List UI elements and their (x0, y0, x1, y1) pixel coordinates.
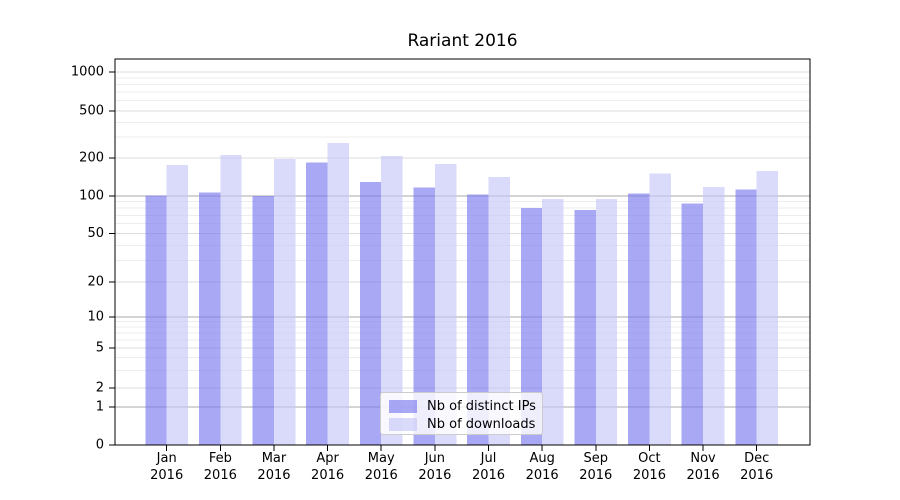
y-tick-label: 20 (87, 275, 104, 290)
bar-downloads-mar (274, 158, 296, 446)
y-tick-label: 10 (87, 310, 104, 325)
bar-ips-feb (198, 192, 221, 445)
y-tick-label: 0 (96, 438, 104, 453)
bar-downloads-apr (327, 143, 349, 445)
x-tick-label-year: 2016 (472, 468, 505, 483)
legend-label-ips: Nb of distinct IPs (427, 398, 536, 414)
x-tick-label-year: 2016 (311, 468, 344, 483)
y-tick-label: 2 (96, 381, 104, 396)
bar-downloads-sep (595, 198, 618, 445)
y-tick-label: 500 (79, 104, 104, 119)
chart-title: Rariant 2016 (407, 31, 518, 51)
x-tick-label-year: 2016 (257, 468, 290, 483)
bar-downloads-may (381, 156, 403, 445)
legend-swatch-downloads (389, 417, 417, 431)
x-tick-label-month: Feb (209, 451, 232, 466)
bar-ips-dec (735, 189, 757, 445)
legend: Nb of distinct IPs Nb of downloads (380, 392, 543, 435)
bar-ips-may (359, 182, 382, 445)
bar-ips-jan (145, 195, 167, 445)
y-tick-label: 100 (79, 189, 104, 204)
bar-downloads-jun (434, 163, 457, 446)
y-tick-label: 200 (79, 151, 104, 166)
legend-label-downloads: Nb of downloads (427, 416, 536, 432)
bar-ips-jul (467, 194, 489, 445)
bar-downloads-oct (649, 173, 671, 445)
x-tick-label-month: Apr (316, 451, 339, 466)
bar-ips-mar (252, 196, 274, 445)
x-tick-label-month: Oct (638, 451, 660, 466)
x-tick-label-month: Jul (480, 451, 497, 466)
legend-swatch-ips (389, 399, 417, 413)
bar-ips-nov (681, 203, 704, 445)
x-tick-label-year: 2016 (526, 468, 559, 483)
x-tick-label-year: 2016 (687, 468, 720, 483)
y-tick-label: 5 (96, 341, 104, 356)
x-tick-label-year: 2016 (150, 468, 183, 483)
x-tick-label-month: Aug (529, 451, 554, 466)
x-tick-label-month: Jan (156, 451, 177, 466)
bar-ips-oct (628, 193, 650, 445)
bar-ips-sep (574, 210, 596, 445)
bar-downloads-jul (488, 177, 510, 445)
x-tick-label-year: 2016 (204, 468, 237, 483)
x-tick-label-month: Mar (262, 451, 287, 466)
bar-downloads-jan (166, 165, 189, 445)
x-tick-label-year: 2016 (740, 468, 773, 483)
y-tick-label: 1000 (71, 65, 104, 80)
x-tick-label-month: Nov (690, 451, 716, 466)
bar-ips-aug (520, 208, 543, 445)
y-tick-label: 1 (96, 400, 104, 415)
x-tick-label-year: 2016 (579, 468, 612, 483)
x-tick-label-month: Dec (744, 451, 769, 466)
bar-downloads-aug (542, 198, 564, 445)
legend-row-downloads: Nb of downloads (381, 415, 542, 433)
x-tick-label-month: May (368, 451, 395, 466)
plot-frame (114, 58, 811, 446)
bar-ips-jun (413, 187, 435, 445)
y-tick-label: 50 (87, 226, 104, 241)
x-tick-label-year: 2016 (365, 468, 398, 483)
x-tick-label-year: 2016 (418, 468, 451, 483)
bar-downloads-feb (220, 154, 242, 446)
legend-row-ips: Nb of distinct IPs (381, 397, 542, 415)
bar-downloads-dec (756, 170, 779, 445)
x-tick-label-year: 2016 (633, 468, 666, 483)
bar-ips-apr (306, 162, 328, 446)
x-tick-label-month: Sep (584, 451, 609, 466)
x-tick-label-month: Jun (424, 451, 445, 466)
bar-downloads-nov (703, 186, 725, 445)
